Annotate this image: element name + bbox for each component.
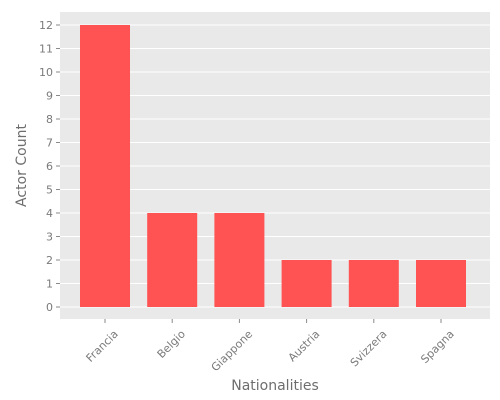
x-tick-label: Giappone [209,327,256,374]
y-tick-label: 0 [46,301,53,314]
y-tick-label: 8 [46,113,53,126]
bar-giappone [214,213,265,307]
grid-lines [60,24,490,308]
y-tick-label: 3 [46,231,53,244]
y-tick-label: 10 [39,66,53,79]
bar-austria [281,260,332,307]
y-tick-label: 9 [46,90,53,103]
y-tick-label: 1 [46,278,53,291]
y-tick-label: 2 [46,254,53,267]
y-tick-label: 6 [46,160,53,173]
bars [80,25,466,307]
bar-francia [80,25,130,307]
y-tick-label: 12 [39,19,53,32]
x-axis-ticks: Francia Belgio Giappone Austria Svizzera Spag… [84,319,457,374]
y-tick-label: 7 [46,137,53,150]
bar-spagna [416,260,466,307]
x-axis-title: Nationalities [231,378,319,394]
y-axis-title: Actor Count [14,124,30,207]
y-tick-label: 5 [46,184,53,197]
bar-belgio [147,213,198,307]
x-tick-label: Austria [286,328,323,365]
x-tick-label: Belgio [155,327,189,361]
y-tick-label: 11 [39,43,53,56]
x-tick-label: Spagna [418,328,456,366]
x-tick-label: Francia [84,328,121,365]
x-tick-label: Svizzera [348,328,390,370]
y-tick-label: 4 [46,207,53,220]
bar-svizzera [348,260,399,307]
